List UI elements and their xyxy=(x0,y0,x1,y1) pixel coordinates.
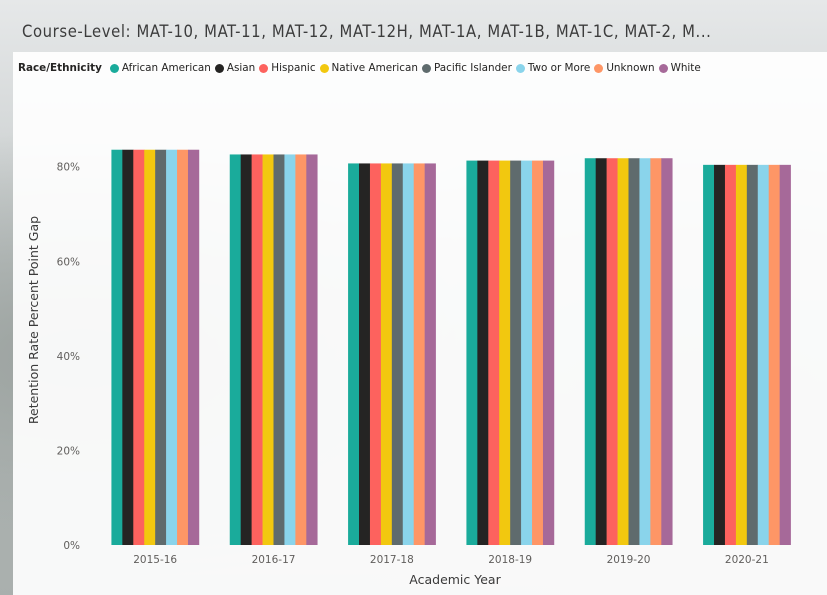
bar[interactable] xyxy=(348,163,360,545)
legend-item[interactable]: Hispanic xyxy=(259,62,316,74)
legend-item-label: Pacific Islander xyxy=(433,62,512,74)
bar[interactable] xyxy=(273,154,285,545)
bar[interactable] xyxy=(639,158,651,546)
bar[interactable] xyxy=(166,149,178,545)
legend-item-label: Unknown xyxy=(606,62,655,74)
legend-item[interactable]: Native American xyxy=(319,62,418,74)
y-axis-title: Retention Rate Percent Point Gap xyxy=(26,216,41,424)
bar-group xyxy=(348,163,436,545)
bar[interactable] xyxy=(380,163,393,545)
bar[interactable] xyxy=(617,158,629,546)
chart-title: Course-Level: MAT-10, MAT-11, MAT-12, MA… xyxy=(22,22,712,41)
legend-dot-icon xyxy=(259,63,269,73)
bar-group xyxy=(584,158,673,546)
bar[interactable] xyxy=(133,149,145,545)
bar[interactable] xyxy=(532,160,544,545)
y-tick-label: 20% xyxy=(57,445,80,457)
bar[interactable] xyxy=(499,160,511,545)
bar[interactable] xyxy=(402,163,415,545)
x-axis-title: Academic Year xyxy=(409,572,501,587)
bar[interactable] xyxy=(122,149,134,545)
bar[interactable] xyxy=(155,149,167,545)
y-tick-label: 0% xyxy=(63,540,80,552)
bar[interactable] xyxy=(779,164,791,545)
legend-item-label: Hispanic xyxy=(271,62,316,74)
bar[interactable] xyxy=(606,158,618,546)
bar[interactable] xyxy=(628,158,640,546)
legend-dot-icon xyxy=(214,63,224,73)
bar[interactable] xyxy=(369,163,382,545)
bar[interactable] xyxy=(177,149,189,545)
bar[interactable] xyxy=(295,154,307,545)
bar[interactable] xyxy=(595,158,607,546)
bar[interactable] xyxy=(413,163,425,545)
x-axis: 2015-16 2016-17 2017-18 2018-19 2019-20 2020-… xyxy=(133,554,769,566)
bar[interactable] xyxy=(359,163,371,545)
bar[interactable] xyxy=(650,158,662,546)
y-tick-label: 40% xyxy=(57,351,80,363)
x-tick-label: 2018-19 xyxy=(488,554,532,566)
bar[interactable] xyxy=(521,160,533,545)
bar[interactable] xyxy=(240,154,252,545)
bar[interactable] xyxy=(714,164,726,545)
legend-dot-icon xyxy=(515,63,525,73)
legend-item[interactable]: Two or More xyxy=(515,62,591,74)
bar[interactable] xyxy=(584,158,596,546)
bar[interactable] xyxy=(542,160,555,545)
bar[interactable] xyxy=(391,163,404,545)
bar-groups xyxy=(111,149,791,546)
bar[interactable] xyxy=(111,149,123,545)
bar-group xyxy=(466,160,555,545)
legend-item-label: Asian xyxy=(226,62,256,74)
x-tick-label: 2019-20 xyxy=(607,554,651,566)
legend-title: Race/Ethnicity xyxy=(18,62,102,74)
y-tick-label: 80% xyxy=(57,162,80,174)
bar[interactable] xyxy=(284,154,296,545)
legend-dot-icon xyxy=(319,63,329,73)
bar[interactable] xyxy=(477,160,489,545)
legend-item[interactable]: Pacific Islander xyxy=(421,62,512,74)
bar[interactable] xyxy=(661,158,673,546)
legend-item-label: Native American xyxy=(331,62,418,74)
bar[interactable] xyxy=(768,164,780,545)
bar[interactable] xyxy=(424,163,436,545)
legend: Race/Ethnicity African American Asian Hisp… xyxy=(18,60,705,76)
bar[interactable] xyxy=(251,154,263,545)
legend-dot-icon xyxy=(109,63,119,73)
bar[interactable] xyxy=(488,160,500,545)
legend-dot-icon xyxy=(421,63,431,73)
legend-dot-icon xyxy=(658,63,668,73)
bar[interactable] xyxy=(703,164,715,545)
legend-item[interactable]: Unknown xyxy=(594,62,655,74)
bar[interactable] xyxy=(746,164,759,545)
bar[interactable] xyxy=(187,149,200,545)
bar[interactable] xyxy=(724,164,737,545)
x-tick-label: 2016-17 xyxy=(252,554,296,566)
bar[interactable] xyxy=(306,154,318,545)
x-tick-label: 2017-18 xyxy=(370,554,414,566)
legend-item[interactable]: African American xyxy=(109,62,211,74)
legend-item-label: White xyxy=(670,62,701,74)
bar[interactable] xyxy=(510,160,522,545)
legend-dot-icon xyxy=(594,63,604,73)
bar[interactable] xyxy=(466,160,478,545)
y-axis: 0% 20% 40% 60% 80% xyxy=(57,162,80,552)
bar-group xyxy=(111,149,200,545)
bar-group xyxy=(703,164,791,545)
legend-item[interactable]: White xyxy=(658,62,701,74)
bar[interactable] xyxy=(735,164,748,545)
bar[interactable] xyxy=(757,164,770,545)
legend-item[interactable]: Asian xyxy=(214,62,256,74)
bar-group xyxy=(229,154,318,545)
bar[interactable] xyxy=(262,154,274,545)
legend-item-label: African American xyxy=(121,62,211,74)
x-tick-label: 2015-16 xyxy=(133,554,177,566)
x-tick-label: 2020-21 xyxy=(725,554,769,566)
legend-item-label: Two or More xyxy=(527,62,591,74)
bar[interactable] xyxy=(144,149,156,545)
y-tick-label: 60% xyxy=(57,256,80,268)
bar[interactable] xyxy=(229,154,241,545)
